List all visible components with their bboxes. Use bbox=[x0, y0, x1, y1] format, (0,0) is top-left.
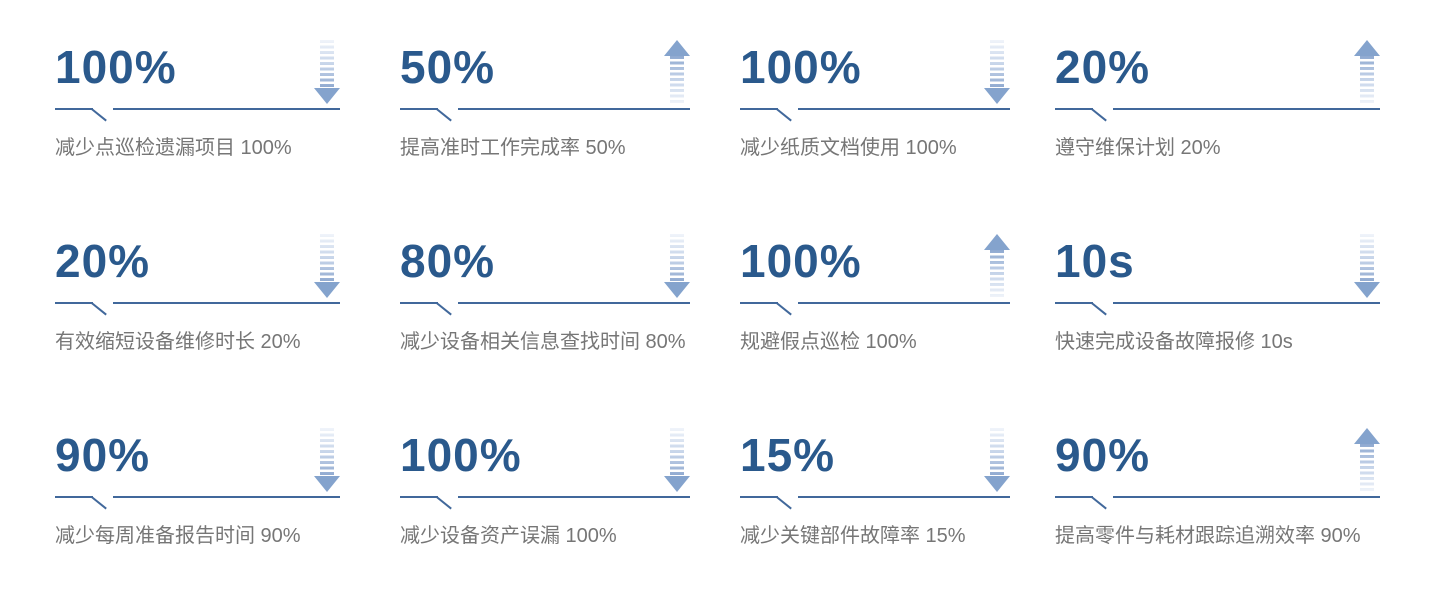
stat-description: 提高准时工作完成率 50% bbox=[400, 137, 626, 159]
stats-row-3: 90% 减少每周准备报告时间 90% 100% 减少 bbox=[55, 418, 1437, 550]
stat-value: 15% bbox=[740, 429, 836, 481]
stat-description: 快速完成设备故障报修 10s bbox=[1055, 331, 1293, 353]
trend-arrow-icon bbox=[664, 234, 690, 298]
arrow-shaft bbox=[1360, 444, 1374, 492]
stat-value: 90% bbox=[1055, 429, 1151, 481]
arrow-head bbox=[314, 476, 340, 492]
arrow-shaft bbox=[1360, 56, 1374, 104]
arrow-shaft bbox=[320, 234, 334, 282]
arrow-head bbox=[984, 234, 1010, 250]
stat-card: 20% 有效缩短设备维修时长 20% bbox=[55, 224, 340, 356]
arrow-shaft bbox=[990, 40, 1004, 88]
arrow-head bbox=[664, 282, 690, 298]
stat-value: 100% bbox=[55, 41, 177, 93]
notched-divider bbox=[55, 302, 340, 316]
notched-divider bbox=[55, 496, 340, 510]
notched-divider bbox=[400, 496, 690, 510]
notched-divider bbox=[400, 108, 690, 122]
trend-arrow-icon bbox=[314, 234, 340, 298]
stat-card: 15% 减少关键部件故障率 15% bbox=[740, 418, 1010, 550]
stat-value: 90% bbox=[55, 429, 151, 481]
arrow-head bbox=[664, 476, 690, 492]
notched-divider bbox=[1055, 108, 1380, 122]
notched-divider bbox=[55, 108, 340, 122]
stat-description: 减少设备资产误漏 100% bbox=[400, 525, 617, 547]
arrow-head bbox=[314, 88, 340, 104]
arrow-shaft bbox=[990, 250, 1004, 298]
arrow-shaft bbox=[990, 428, 1004, 476]
stat-card: 90% 减少每周准备报告时间 90% bbox=[55, 418, 340, 550]
trend-arrow-icon bbox=[664, 40, 690, 104]
stat-card: 100% 减少设备资产误漏 100% bbox=[400, 418, 690, 550]
arrow-shaft bbox=[320, 428, 334, 476]
notched-divider bbox=[740, 108, 1010, 122]
arrow-head bbox=[1354, 428, 1380, 444]
trend-arrow-icon bbox=[1354, 428, 1380, 492]
stat-description: 减少点巡检遗漏项目 100% bbox=[55, 137, 292, 159]
arrow-shaft bbox=[320, 40, 334, 88]
stat-description: 提高零件与耗材跟踪追溯效率 90% bbox=[1055, 525, 1361, 547]
stat-value: 50% bbox=[400, 41, 496, 93]
arrow-shaft bbox=[1360, 234, 1374, 282]
stats-row-1: 100% 减少点巡检遗漏项目 100% 50% 提高 bbox=[55, 30, 1437, 162]
trend-arrow-icon bbox=[314, 40, 340, 104]
notched-divider bbox=[740, 496, 1010, 510]
notched-divider bbox=[1055, 496, 1380, 510]
stat-card: 50% 提高准时工作完成率 50% bbox=[400, 30, 690, 162]
arrow-head bbox=[984, 476, 1010, 492]
notched-divider bbox=[1055, 302, 1380, 316]
trend-arrow-icon bbox=[984, 234, 1010, 298]
stats-grid: 100% 减少点巡检遗漏项目 100% 50% 提高 bbox=[55, 30, 1437, 550]
stat-value: 10s bbox=[1055, 235, 1135, 287]
stat-card: 90% 提高零件与耗材跟踪追溯效率 90% bbox=[1055, 418, 1380, 550]
stat-value: 20% bbox=[1055, 41, 1151, 93]
arrow-head bbox=[1354, 40, 1380, 56]
stat-value: 20% bbox=[55, 235, 151, 287]
stat-description: 规避假点巡检 100% bbox=[740, 331, 917, 353]
stat-description: 减少每周准备报告时间 90% bbox=[55, 525, 301, 547]
stat-value: 100% bbox=[740, 235, 862, 287]
stat-card: 10s 快速完成设备故障报修 10s bbox=[1055, 224, 1380, 356]
stat-value: 100% bbox=[400, 429, 522, 481]
arrow-shaft bbox=[670, 234, 684, 282]
stat-description: 遵守维保计划 20% bbox=[1055, 137, 1221, 159]
trend-arrow-icon bbox=[664, 428, 690, 492]
stat-description: 减少关键部件故障率 15% bbox=[740, 525, 966, 547]
trend-arrow-icon bbox=[984, 40, 1010, 104]
trend-arrow-icon bbox=[1354, 40, 1380, 104]
trend-arrow-icon bbox=[984, 428, 1010, 492]
arrow-head bbox=[664, 40, 690, 56]
stat-card: 100% 减少纸质文档使用 100% bbox=[740, 30, 1010, 162]
arrow-head bbox=[1354, 282, 1380, 298]
stat-value: 80% bbox=[400, 235, 496, 287]
stat-description: 减少纸质文档使用 100% bbox=[740, 137, 957, 159]
stat-value: 100% bbox=[740, 41, 862, 93]
arrow-head bbox=[984, 88, 1010, 104]
arrow-shaft bbox=[670, 428, 684, 476]
stat-description: 有效缩短设备维修时长 20% bbox=[55, 331, 301, 353]
stats-row-2: 20% 有效缩短设备维修时长 20% 80% 减少设 bbox=[55, 224, 1437, 356]
trend-arrow-icon bbox=[1354, 234, 1380, 298]
notched-divider bbox=[400, 302, 690, 316]
stat-description: 减少设备相关信息查找时间 80% bbox=[400, 331, 686, 353]
arrow-shaft bbox=[670, 56, 684, 104]
stat-card: 100% 减少点巡检遗漏项目 100% bbox=[55, 30, 340, 162]
arrow-head bbox=[314, 282, 340, 298]
stat-card: 100% 规避假点巡检 100% bbox=[740, 224, 1010, 356]
notched-divider bbox=[740, 302, 1010, 316]
stat-card: 20% 遵守维保计划 20% bbox=[1055, 30, 1380, 162]
stat-card: 80% 减少设备相关信息查找时间 80% bbox=[400, 224, 690, 356]
trend-arrow-icon bbox=[314, 428, 340, 492]
